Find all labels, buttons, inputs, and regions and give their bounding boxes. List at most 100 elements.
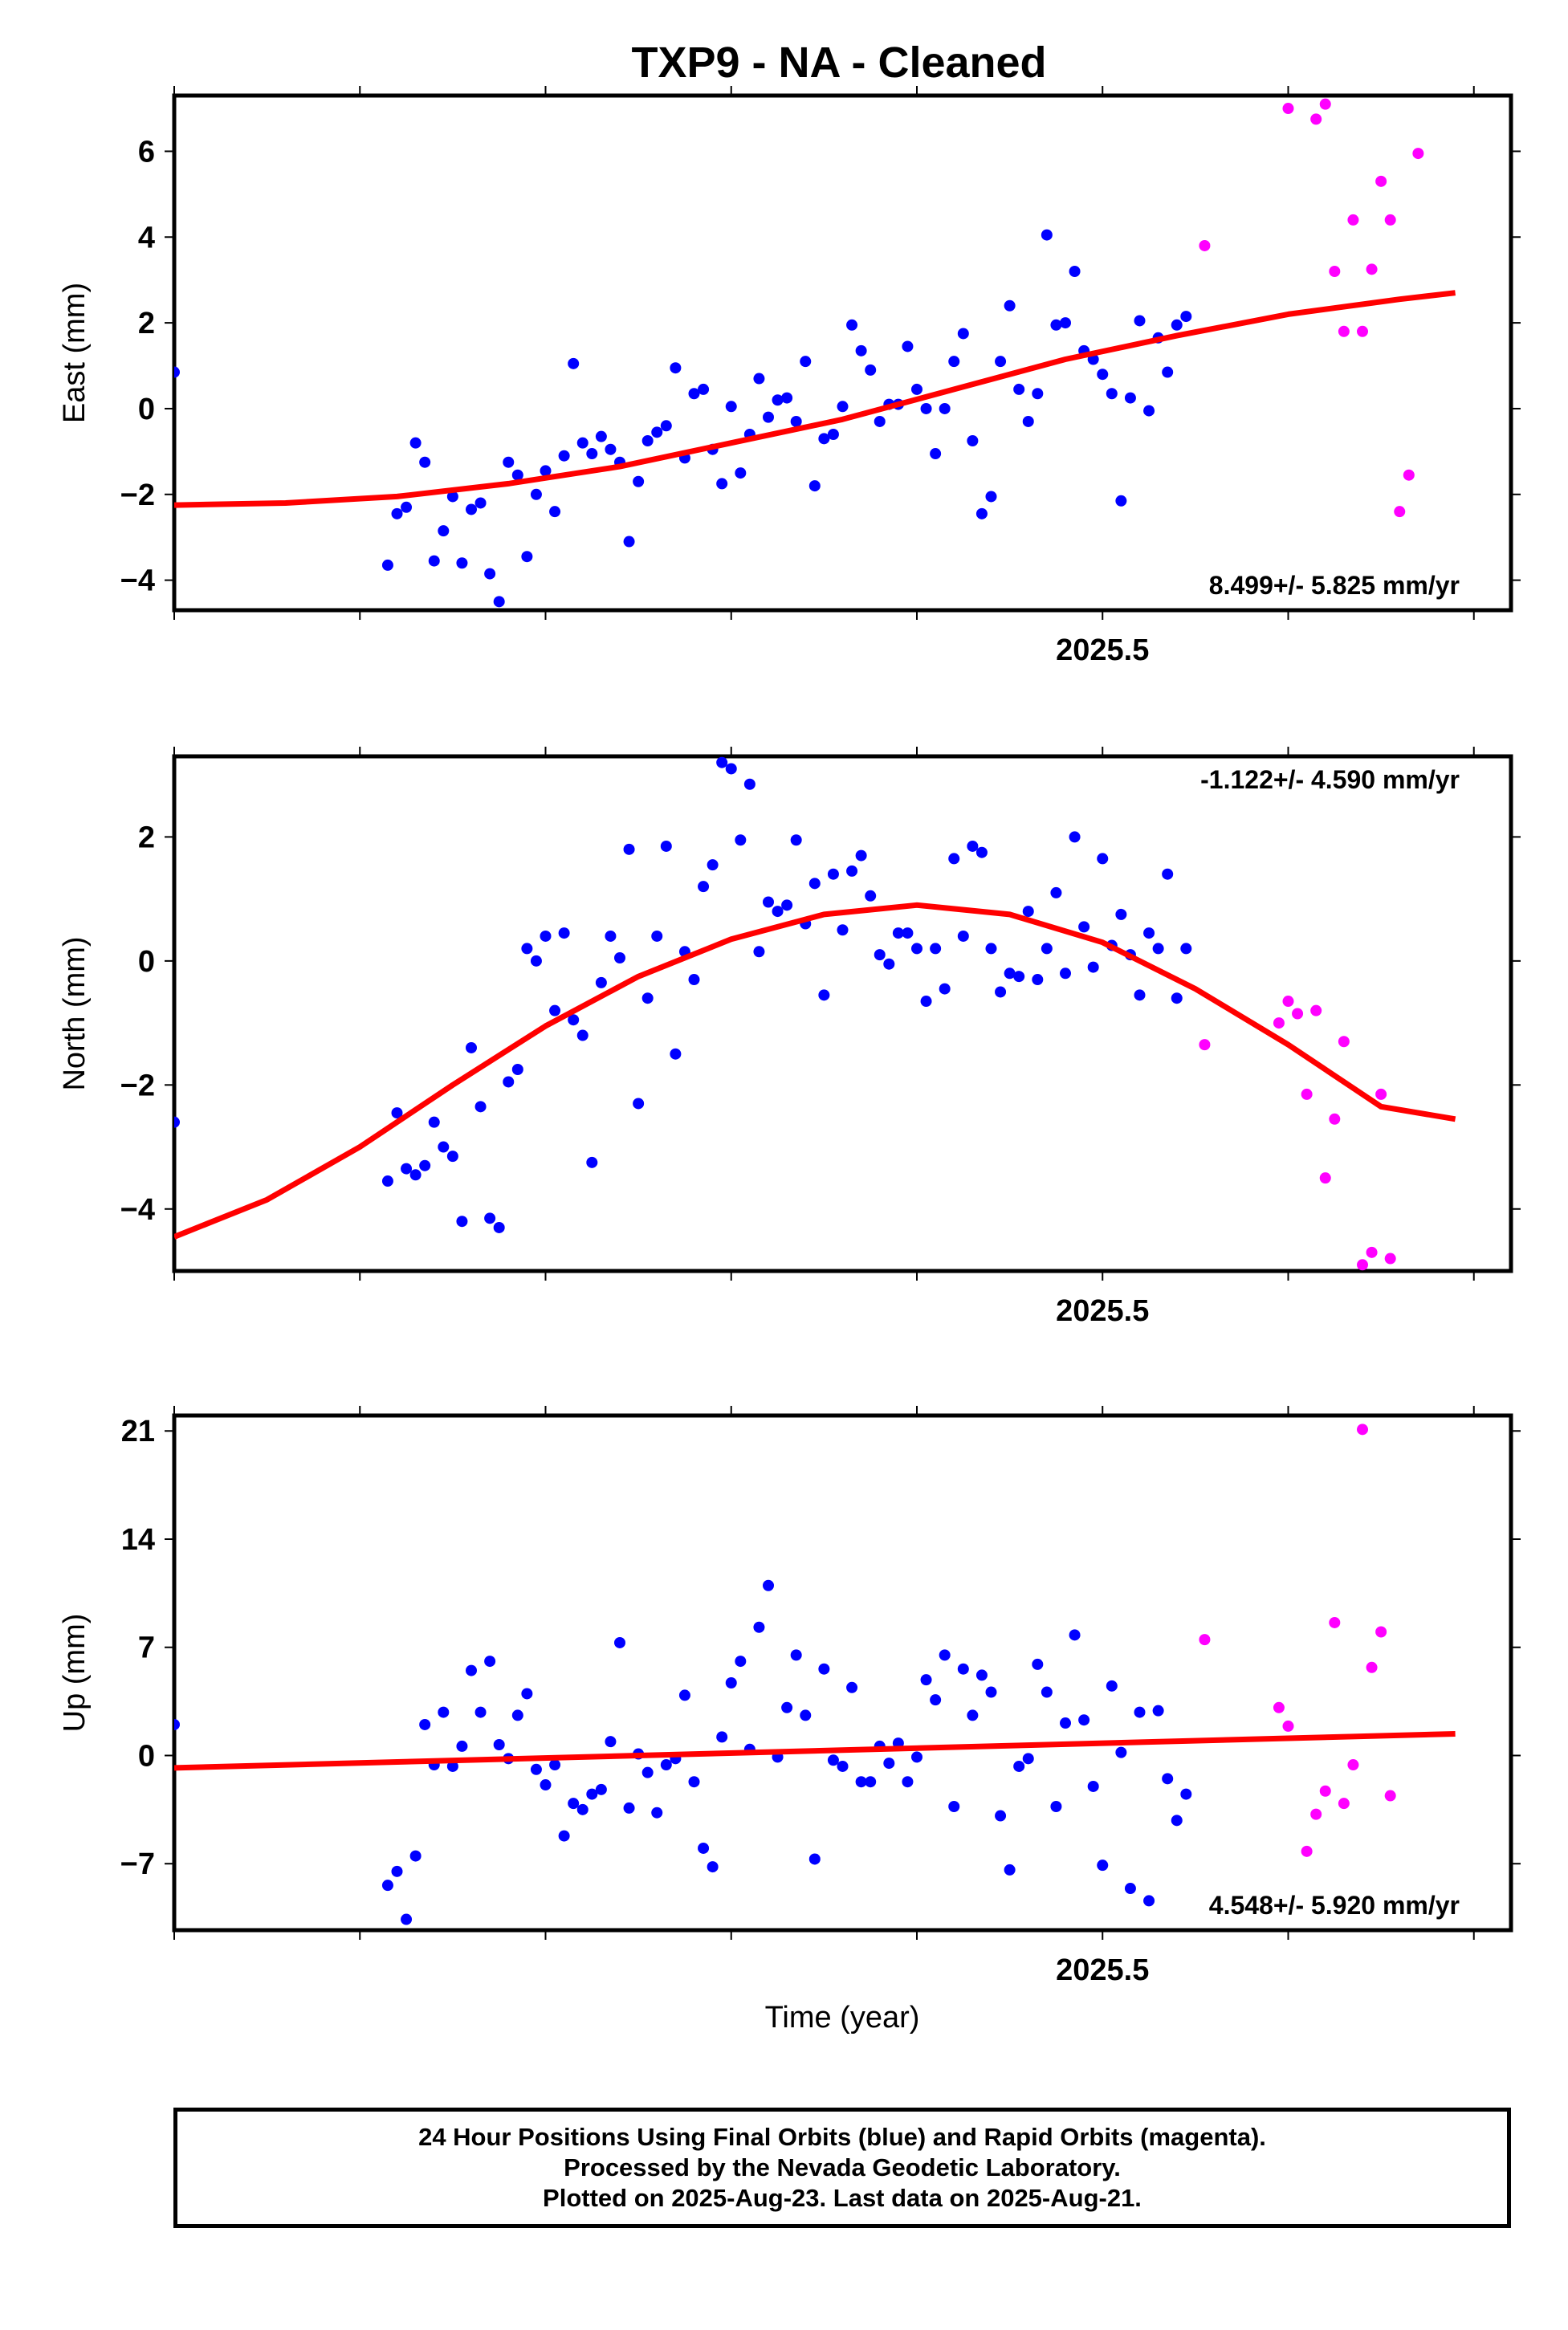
final-orbit-point bbox=[466, 1664, 477, 1676]
final-orbit-point bbox=[605, 443, 617, 455]
final-orbit-point bbox=[623, 1802, 635, 1814]
final-orbit-point bbox=[743, 778, 755, 790]
final-orbit-point bbox=[837, 1760, 849, 1772]
rapid-orbit-point bbox=[1347, 1759, 1359, 1771]
final-orbit-point bbox=[409, 1169, 422, 1181]
y-tick-label: −2 bbox=[120, 1069, 155, 1102]
y-tick-label: 2 bbox=[138, 821, 155, 854]
final-orbit-point bbox=[446, 1151, 458, 1163]
final-orbit-point bbox=[493, 596, 505, 608]
final-orbit-point bbox=[391, 507, 403, 519]
final-orbit-point bbox=[576, 1803, 589, 1815]
final-orbit-point bbox=[540, 930, 552, 942]
final-orbit-point bbox=[892, 927, 904, 939]
final-orbit-point bbox=[549, 506, 561, 518]
y-tick-label: 7 bbox=[138, 1631, 155, 1665]
final-orbit-point bbox=[948, 356, 960, 368]
final-orbit-point bbox=[883, 1758, 895, 1770]
final-orbit-point bbox=[484, 1656, 496, 1668]
final-orbit-point bbox=[558, 450, 570, 462]
plot-area bbox=[174, 98, 1456, 608]
final-orbit-point bbox=[540, 465, 552, 477]
caption-box: 24 Hour Positions Using Final Orbits (bl… bbox=[173, 2108, 1511, 2228]
final-orbit-point bbox=[1050, 319, 1062, 331]
final-orbit-point bbox=[438, 525, 450, 537]
rapid-orbit-point bbox=[1366, 1661, 1378, 1673]
final-orbit-point bbox=[651, 426, 663, 438]
rapid-orbit-point bbox=[1329, 1113, 1341, 1125]
rate-label: -1.122+/- 4.590 mm/yr bbox=[1200, 765, 1460, 794]
rapid-orbit-point bbox=[1310, 1808, 1322, 1820]
final-orbit-point bbox=[975, 846, 988, 858]
final-orbit-point bbox=[1134, 1706, 1146, 1718]
final-orbit-point bbox=[957, 328, 969, 340]
final-orbit-point bbox=[1143, 1895, 1155, 1907]
final-orbit-point bbox=[391, 1107, 403, 1119]
final-orbit-point bbox=[790, 415, 802, 427]
plot-frame bbox=[172, 93, 1513, 613]
y-tick-label: 2 bbox=[138, 307, 155, 340]
final-orbit-point bbox=[660, 420, 672, 432]
final-orbit-point bbox=[623, 536, 635, 548]
rapid-orbit-point bbox=[1273, 1017, 1285, 1029]
final-orbit-point bbox=[716, 478, 728, 490]
final-orbit-point bbox=[474, 497, 487, 509]
final-orbit-point bbox=[1050, 1801, 1062, 1813]
final-orbit-point bbox=[484, 568, 496, 580]
final-orbit-point bbox=[1060, 1717, 1071, 1729]
final-orbit-point bbox=[790, 1649, 802, 1661]
final-orbit-point bbox=[521, 1688, 533, 1700]
y-axis-label: Up (mm) bbox=[58, 1614, 92, 1733]
final-orbit-point bbox=[633, 475, 645, 487]
rapid-orbit-point bbox=[1375, 1088, 1387, 1100]
y-tick-label: 0 bbox=[138, 393, 155, 426]
final-orbit-point bbox=[808, 1853, 821, 1865]
final-orbit-point bbox=[818, 1663, 830, 1675]
final-orbit-point bbox=[818, 433, 830, 445]
rapid-orbit-point bbox=[1199, 239, 1211, 251]
final-orbit-point bbox=[1152, 1705, 1164, 1717]
final-orbit-point bbox=[948, 853, 960, 865]
final-orbit-point bbox=[576, 437, 589, 449]
final-orbit-point bbox=[1180, 1788, 1192, 1800]
final-orbit-point bbox=[1060, 967, 1071, 980]
final-orbit-point bbox=[1115, 495, 1127, 507]
final-orbit-point bbox=[1115, 1746, 1127, 1758]
y-tick-label: 0 bbox=[138, 1739, 155, 1773]
rapid-orbit-point bbox=[1273, 1701, 1285, 1713]
rapid-orbit-point bbox=[1366, 1246, 1378, 1258]
final-orbit-point bbox=[716, 1731, 728, 1743]
final-orbit-point bbox=[1162, 366, 1174, 378]
rapid-orbit-point bbox=[1319, 1172, 1331, 1184]
final-orbit-point bbox=[568, 357, 580, 369]
final-orbit-point bbox=[391, 1865, 403, 1877]
final-orbit-point bbox=[1013, 1760, 1025, 1772]
final-orbit-point bbox=[855, 849, 867, 862]
final-orbit-point bbox=[540, 1779, 552, 1791]
figure-title: TXP9 - NA - Cleaned bbox=[631, 39, 1046, 87]
final-orbit-point bbox=[605, 1736, 617, 1748]
final-orbit-point bbox=[493, 1739, 505, 1751]
final-orbit-point bbox=[1069, 266, 1081, 278]
final-orbit-point bbox=[874, 949, 886, 961]
x-tick-label: 2025.5 bbox=[1056, 1294, 1149, 1328]
final-orbit-point bbox=[827, 428, 839, 440]
final-orbit-point bbox=[595, 1783, 607, 1795]
final-orbit-point bbox=[456, 1740, 468, 1752]
final-orbit-point bbox=[381, 1175, 393, 1187]
final-orbit-point bbox=[855, 1776, 867, 1788]
final-orbit-point bbox=[428, 1116, 440, 1128]
rapid-orbit-point bbox=[1338, 1798, 1350, 1810]
final-orbit-point bbox=[1143, 927, 1155, 939]
final-orbit-point bbox=[698, 881, 710, 893]
final-orbit-point bbox=[1171, 992, 1183, 1004]
final-orbit-point bbox=[930, 1694, 942, 1706]
final-orbit-point bbox=[419, 1718, 431, 1730]
final-orbit-point bbox=[660, 1759, 672, 1771]
final-orbit-point bbox=[1106, 388, 1118, 400]
rapid-orbit-point bbox=[1329, 1616, 1341, 1628]
y-tick-label: 21 bbox=[121, 1415, 155, 1448]
final-orbit-point bbox=[827, 1754, 839, 1766]
final-orbit-point bbox=[446, 491, 458, 503]
final-orbit-point bbox=[493, 1221, 505, 1233]
